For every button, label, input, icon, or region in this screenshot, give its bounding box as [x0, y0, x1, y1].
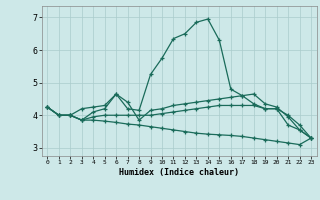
- X-axis label: Humidex (Indice chaleur): Humidex (Indice chaleur): [119, 168, 239, 177]
